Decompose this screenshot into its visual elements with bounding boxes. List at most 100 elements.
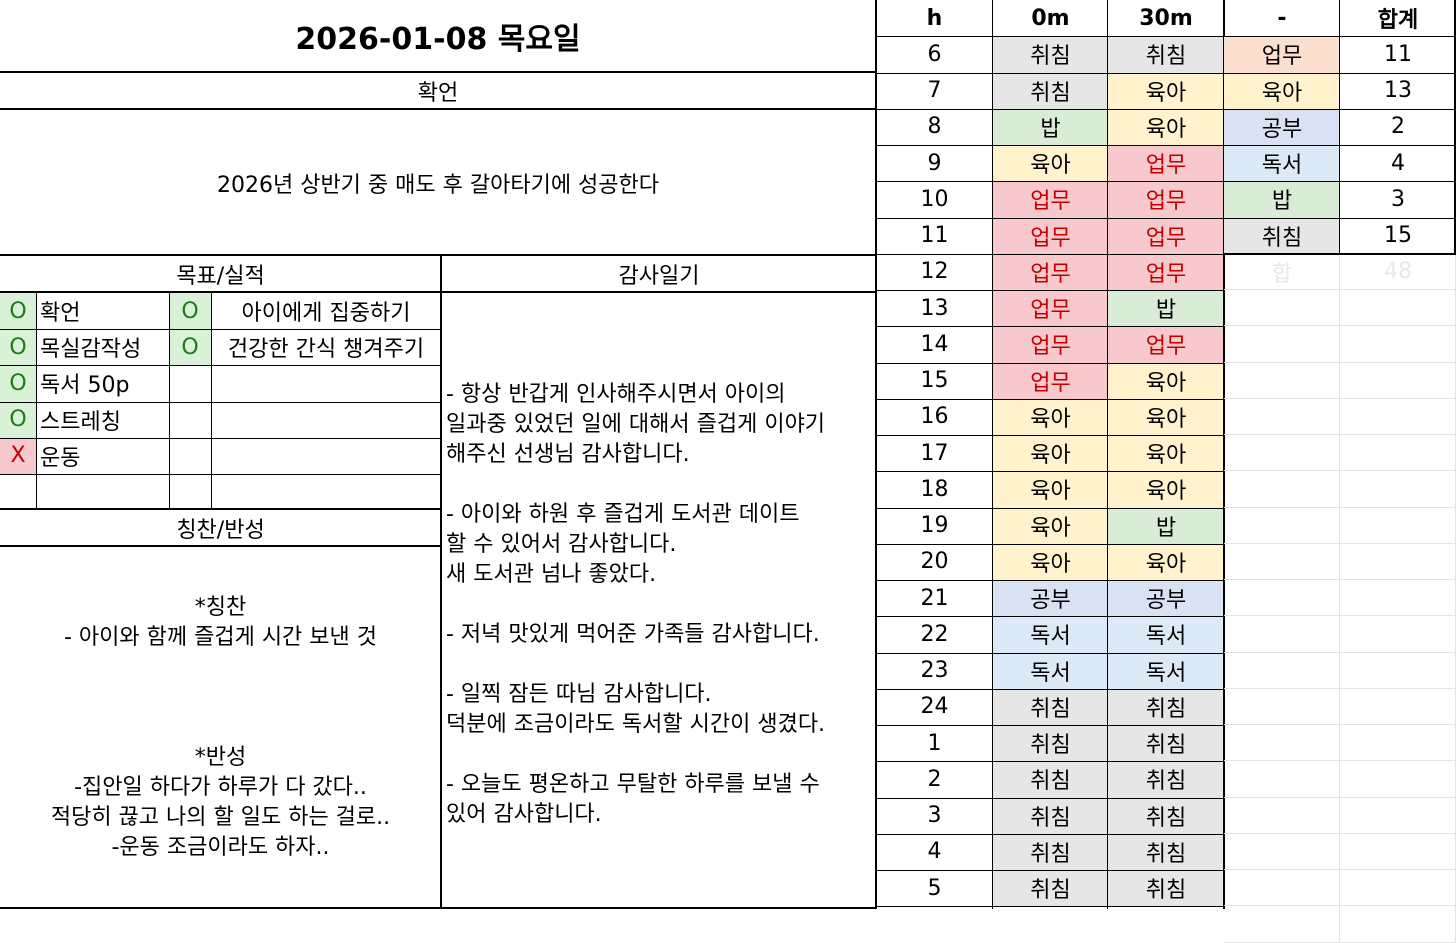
schedule-cell[interactable]: 밥 bbox=[1108, 290, 1224, 327]
schedule-cell[interactable]: 취침 bbox=[1108, 36, 1224, 73]
schedule-cell[interactable]: 취침 bbox=[1108, 870, 1224, 907]
empty-cell[interactable] bbox=[1224, 761, 1340, 798]
schedule-cell[interactable]: 취침 bbox=[993, 761, 1108, 798]
empty-cell[interactable] bbox=[1224, 471, 1340, 508]
empty-cell[interactable] bbox=[1224, 398, 1340, 435]
empty-cell[interactable] bbox=[1224, 725, 1340, 762]
schedule-cell[interactable]: 육아 bbox=[993, 435, 1108, 472]
schedule-cell[interactable]: 독서 bbox=[1108, 616, 1224, 653]
empty-cell[interactable] bbox=[1340, 906, 1456, 943]
schedule-cell[interactable]: 업무 bbox=[1108, 253, 1224, 290]
schedule-cell[interactable]: 독서 bbox=[1108, 652, 1224, 689]
empty-cell[interactable] bbox=[1224, 616, 1340, 653]
schedule-cell[interactable]: 밥 bbox=[1108, 507, 1224, 544]
schedule-cell[interactable]: 취침 bbox=[993, 797, 1108, 834]
empty-cell[interactable] bbox=[1340, 870, 1456, 907]
empty-cell[interactable] bbox=[1340, 725, 1456, 762]
schedule-cell[interactable]: 업무 bbox=[993, 181, 1108, 218]
schedule-cell[interactable]: 취침 bbox=[993, 36, 1108, 73]
schedule-cell[interactable]: 육아 bbox=[993, 398, 1108, 435]
empty-cell[interactable] bbox=[1224, 580, 1340, 617]
empty-cell[interactable] bbox=[1224, 253, 1340, 290]
schedule-cell[interactable]: 밥 bbox=[993, 108, 1108, 145]
schedule-cell[interactable]: 육아 bbox=[1108, 108, 1224, 145]
schedule-cell[interactable]: 공부 bbox=[1108, 580, 1224, 617]
schedule-cell[interactable]: 육아 bbox=[1108, 543, 1224, 580]
goal-mark[interactable] bbox=[169, 474, 211, 510]
empty-cell[interactable] bbox=[1340, 471, 1456, 508]
empty-cell[interactable] bbox=[1224, 688, 1340, 725]
schedule-cell[interactable]: 육아 bbox=[1108, 72, 1224, 109]
schedule-cell[interactable]: 취침 bbox=[993, 688, 1108, 725]
empty-cell[interactable] bbox=[1224, 833, 1340, 870]
empty-cell[interactable] bbox=[1340, 580, 1456, 617]
goal-mark[interactable]: O bbox=[169, 293, 211, 330]
schedule-cell[interactable]: 취침 bbox=[993, 72, 1108, 109]
schedule-cell[interactable]: 업무 bbox=[993, 362, 1108, 399]
empty-cell[interactable] bbox=[1340, 688, 1456, 725]
schedule-cell[interactable]: 취침 bbox=[993, 870, 1108, 907]
goal-mark[interactable]: O bbox=[0, 401, 36, 438]
empty-cell[interactable] bbox=[1224, 507, 1340, 544]
schedule-cell[interactable]: 업무 bbox=[1108, 145, 1224, 182]
praise-reflection-body[interactable]: *칭찬 - 아이와 함께 즐겁게 시간 보낸 것 *반성 -집안일 하다가 하루… bbox=[0, 547, 441, 909]
empty-cell[interactable] bbox=[1224, 543, 1340, 580]
empty-cell[interactable] bbox=[1224, 435, 1340, 472]
empty-cell[interactable] bbox=[1340, 797, 1456, 834]
empty-cell[interactable] bbox=[1340, 290, 1456, 327]
empty-cell[interactable] bbox=[1340, 616, 1456, 653]
goal-mark[interactable] bbox=[169, 438, 211, 474]
schedule-cell[interactable]: 육아 bbox=[993, 145, 1108, 182]
empty-cell[interactable] bbox=[1340, 761, 1456, 798]
goal-label[interactable]: 운동 bbox=[40, 445, 81, 471]
empty-cell[interactable] bbox=[1340, 398, 1456, 435]
goal-mark[interactable] bbox=[169, 402, 211, 438]
empty-cell[interactable] bbox=[1340, 833, 1456, 870]
goal-mark[interactable]: O bbox=[0, 329, 36, 366]
schedule-cell[interactable]: 육아 bbox=[993, 543, 1108, 580]
goal-label[interactable]: 독서 50p bbox=[40, 373, 130, 399]
schedule-cell[interactable]: 업무 bbox=[1108, 326, 1224, 363]
empty-cell[interactable] bbox=[1224, 362, 1340, 399]
goal-label[interactable]: 건강한 간식 챙겨주기 bbox=[227, 337, 425, 363]
empty-cell[interactable] bbox=[1224, 326, 1340, 363]
schedule-cell[interactable]: 취침 bbox=[1108, 725, 1224, 762]
empty-cell[interactable] bbox=[1340, 507, 1456, 544]
schedule-cell[interactable]: 육아 bbox=[1108, 398, 1224, 435]
empty-cell[interactable] bbox=[1224, 652, 1340, 689]
schedule-cell[interactable]: 업무 bbox=[993, 290, 1108, 327]
schedule-cell[interactable]: 업무 bbox=[993, 253, 1108, 290]
schedule-cell[interactable]: 독서 bbox=[993, 652, 1108, 689]
goal-label[interactable] bbox=[211, 474, 441, 510]
schedule-cell[interactable]: 육아 bbox=[993, 471, 1108, 508]
goal-label[interactable]: 스트레칭 bbox=[40, 409, 121, 435]
goal-mark[interactable] bbox=[0, 474, 36, 510]
schedule-cell[interactable]: 취침 bbox=[1108, 761, 1224, 798]
schedule-cell[interactable]: 육아 bbox=[1108, 362, 1224, 399]
goal-label[interactable] bbox=[211, 402, 441, 438]
empty-cell[interactable] bbox=[1224, 290, 1340, 327]
schedule-cell[interactable]: 취침 bbox=[1108, 797, 1224, 834]
empty-cell[interactable] bbox=[1224, 797, 1340, 834]
goal-label[interactable]: 확언 bbox=[40, 301, 81, 327]
goal-label[interactable]: 목실감작성 bbox=[40, 337, 142, 363]
empty-cell[interactable] bbox=[1340, 435, 1456, 472]
schedule-cell[interactable]: 공부 bbox=[993, 580, 1108, 617]
goal-label[interactable] bbox=[211, 438, 441, 474]
schedule-cell[interactable]: 취침 bbox=[993, 725, 1108, 762]
empty-cell[interactable] bbox=[1340, 326, 1456, 363]
schedule-cell[interactable]: 업무 bbox=[993, 326, 1108, 363]
empty-cell[interactable] bbox=[1340, 652, 1456, 689]
affirmation-text[interactable]: 2026년 상반기 중 매도 후 갈아타기에 성공한다 bbox=[216, 172, 660, 198]
schedule-cell[interactable]: 육아 bbox=[993, 507, 1108, 544]
gratitude-body[interactable]: - 항상 반갑게 인사해주시면서 아이의 일과중 있었던 일에 대해서 즐겁게 … bbox=[446, 382, 826, 827]
schedule-cell[interactable]: 육아 bbox=[1108, 471, 1224, 508]
schedule-cell[interactable]: 육아 bbox=[1108, 435, 1224, 472]
goal-label[interactable]: 아이에게 집중하기 bbox=[241, 301, 411, 327]
goal-mark[interactable]: X bbox=[0, 437, 36, 474]
empty-cell[interactable] bbox=[1224, 870, 1340, 907]
empty-cell[interactable] bbox=[1340, 543, 1456, 580]
schedule-cell[interactable]: 업무 bbox=[1108, 217, 1224, 254]
goal-mark[interactable]: O bbox=[0, 365, 36, 402]
goal-mark[interactable]: O bbox=[169, 329, 211, 366]
